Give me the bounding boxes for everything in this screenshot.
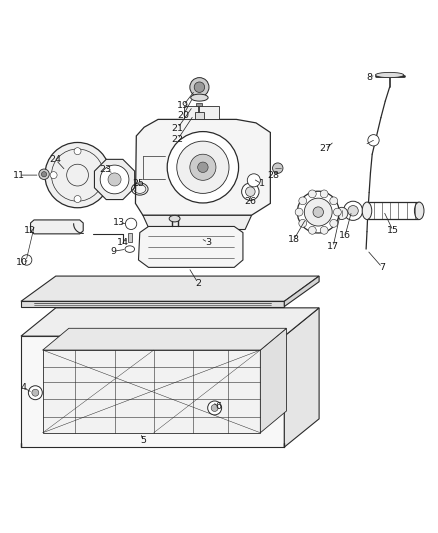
Bar	[195, 111, 204, 118]
Text: 15: 15	[387, 227, 399, 235]
Bar	[184, 107, 219, 119]
Text: 9: 9	[111, 247, 117, 256]
Text: 16: 16	[339, 231, 351, 240]
Polygon shape	[135, 119, 270, 215]
Text: 12: 12	[24, 227, 35, 235]
Text: 24: 24	[50, 156, 62, 164]
Circle shape	[330, 220, 338, 227]
Polygon shape	[31, 220, 83, 234]
Polygon shape	[21, 308, 319, 336]
Circle shape	[74, 196, 81, 203]
Text: 20: 20	[177, 110, 189, 119]
Circle shape	[190, 78, 209, 97]
Circle shape	[343, 201, 363, 220]
Circle shape	[28, 386, 42, 400]
Circle shape	[50, 172, 57, 179]
Circle shape	[45, 142, 110, 208]
Circle shape	[208, 401, 222, 415]
Text: 26: 26	[244, 197, 256, 206]
Polygon shape	[21, 276, 319, 301]
Circle shape	[39, 169, 49, 180]
Circle shape	[304, 198, 332, 226]
Circle shape	[42, 172, 47, 177]
Text: 1: 1	[259, 179, 265, 188]
Text: 19: 19	[177, 101, 189, 110]
Circle shape	[74, 148, 81, 155]
Text: 8: 8	[366, 72, 372, 82]
Circle shape	[108, 173, 121, 186]
Text: 28: 28	[268, 171, 279, 180]
Polygon shape	[43, 350, 260, 433]
Bar	[196, 103, 202, 107]
Text: 4: 4	[20, 383, 26, 392]
Text: 13: 13	[113, 219, 125, 228]
Text: 22: 22	[172, 135, 184, 144]
Text: 7: 7	[379, 263, 385, 272]
Ellipse shape	[169, 215, 180, 222]
Circle shape	[299, 220, 307, 227]
Circle shape	[299, 197, 307, 205]
Text: 5: 5	[140, 436, 146, 445]
Polygon shape	[143, 215, 252, 230]
Polygon shape	[21, 336, 284, 447]
Bar	[127, 233, 132, 242]
Circle shape	[308, 227, 316, 234]
Polygon shape	[43, 328, 286, 350]
Circle shape	[167, 132, 239, 203]
Ellipse shape	[191, 94, 208, 101]
Circle shape	[247, 174, 260, 187]
Circle shape	[98, 172, 105, 179]
Polygon shape	[21, 301, 284, 306]
Circle shape	[198, 162, 208, 173]
Circle shape	[272, 163, 283, 173]
Text: 25: 25	[132, 179, 145, 188]
Text: 21: 21	[172, 124, 184, 133]
Circle shape	[348, 206, 358, 216]
Circle shape	[330, 197, 338, 205]
Circle shape	[211, 405, 218, 411]
Text: 11: 11	[13, 171, 25, 180]
Circle shape	[308, 190, 316, 198]
Circle shape	[21, 255, 32, 265]
Polygon shape	[138, 227, 243, 268]
Ellipse shape	[362, 202, 372, 220]
Circle shape	[177, 141, 229, 193]
Ellipse shape	[375, 72, 404, 78]
Polygon shape	[367, 202, 419, 220]
Circle shape	[194, 82, 205, 92]
Circle shape	[336, 207, 348, 220]
Polygon shape	[284, 276, 319, 306]
Circle shape	[190, 154, 216, 180]
Circle shape	[246, 187, 255, 197]
Text: 14: 14	[117, 238, 129, 247]
Circle shape	[320, 190, 328, 198]
Circle shape	[297, 191, 339, 233]
Text: 2: 2	[195, 279, 201, 287]
Polygon shape	[284, 308, 319, 447]
Ellipse shape	[414, 202, 424, 220]
Circle shape	[295, 208, 303, 216]
Circle shape	[368, 135, 379, 146]
Circle shape	[313, 207, 323, 217]
Polygon shape	[95, 159, 134, 199]
Text: 23: 23	[100, 165, 112, 174]
Circle shape	[100, 165, 129, 194]
Circle shape	[32, 389, 39, 396]
Text: 17: 17	[327, 243, 339, 252]
Text: 27: 27	[320, 144, 332, 154]
Circle shape	[320, 227, 328, 234]
Text: 3: 3	[205, 238, 211, 247]
Circle shape	[242, 183, 259, 200]
Text: 18: 18	[288, 235, 300, 244]
Text: 10: 10	[16, 257, 28, 266]
Polygon shape	[260, 328, 286, 433]
Circle shape	[333, 208, 341, 216]
Text: 6: 6	[215, 402, 221, 411]
